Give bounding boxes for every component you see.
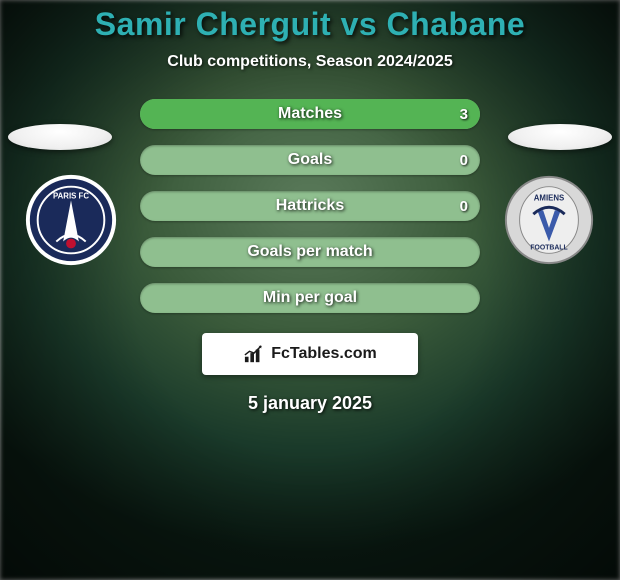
stat-value-right: 3 (460, 99, 468, 129)
stat-row: Goals per match (140, 237, 480, 267)
stat-row: Hattricks0 (140, 191, 480, 221)
stat-label: Goals (140, 145, 480, 175)
subtitle: Club competitions, Season 2024/2025 (167, 53, 452, 71)
crest-text-top: AMIENS (534, 193, 564, 202)
stat-label: Hattricks (140, 191, 480, 221)
club-badge-left: PARIS FC (22, 178, 120, 262)
amiens-crest-icon: AMIENS FOOTBALL (500, 171, 598, 269)
footer-date: 5 january 2025 (248, 393, 372, 414)
stat-row: Matches3 (140, 99, 480, 129)
stat-label: Min per goal (140, 283, 480, 313)
title-text: Samir Cherguit vs Chabane (95, 6, 525, 42)
stat-value-right: 0 (460, 191, 468, 221)
crest-text-top: PARIS FC (53, 191, 89, 200)
stat-label: Goals per match (140, 237, 480, 267)
branding-box: FcTables.com (202, 333, 418, 375)
branding-text: FcTables.com (271, 345, 377, 363)
content: Samir Cherguit vs Chabane Club competiti… (0, 0, 620, 580)
stat-row: Min per goal (140, 283, 480, 313)
stat-value-right: 0 (460, 145, 468, 175)
paris-fc-crest-icon: PARIS FC (22, 171, 120, 269)
name-pill-right (508, 124, 612, 150)
stat-row: Goals0 (140, 145, 480, 175)
bars-icon (243, 344, 265, 364)
crest-text-bottom: FOOTBALL (530, 244, 567, 251)
page-title: Samir Cherguit vs Chabane (95, 6, 525, 43)
club-badge-right: AMIENS FOOTBALL (500, 178, 598, 262)
stat-rows: Matches3Goals0Hattricks0Goals per matchM… (140, 99, 480, 313)
stat-label: Matches (140, 99, 480, 129)
name-pill-left (8, 124, 112, 150)
